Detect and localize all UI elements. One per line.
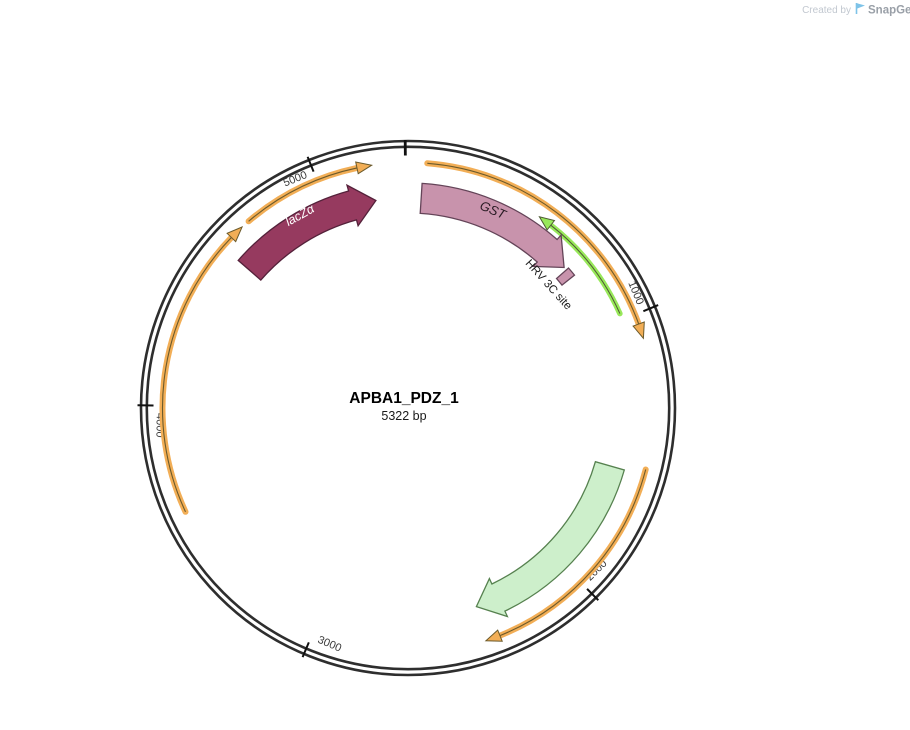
snapgene-logo-icon (855, 3, 865, 14)
feature-AmpR (475, 460, 626, 618)
credit-brand: SnapGene (868, 5, 910, 17)
credit-prefix: Created by (802, 5, 851, 16)
plasmid-size: 5322 bp (381, 409, 426, 423)
tick-mark (301, 641, 310, 658)
orf-arc-4 (159, 226, 244, 515)
snapgene-credit: Created by SnapGene (802, 3, 910, 17)
backbone-circle (139, 139, 677, 677)
orf-core-line (499, 469, 647, 637)
tick-label: 3000 (316, 634, 343, 655)
feature-shape-HRV-3C-site (555, 267, 576, 287)
insert-orf-arc (538, 216, 623, 317)
insert-orf-arrowhead (538, 216, 556, 231)
orf-band (159, 234, 235, 515)
feature-shape-GST (419, 182, 565, 269)
orf-arrowhead (484, 629, 503, 642)
orf-arrowhead (226, 226, 244, 243)
orf-arc-3 (484, 466, 649, 642)
orf-arc-1 (245, 161, 374, 225)
orf-core-line (161, 237, 232, 513)
insert-orf-core-line (550, 224, 621, 314)
feature-shape-AmpR (475, 460, 626, 618)
orf-arc-2 (424, 160, 645, 340)
orf-core-line (427, 162, 640, 325)
feature-lacZa: lacZα (237, 183, 377, 282)
backbone-outer-ring (139, 139, 677, 677)
feature-shape-lacZa (237, 183, 377, 282)
orf-arrowhead (355, 161, 374, 175)
feature-GST: GST (419, 182, 565, 269)
tick-mark (586, 588, 600, 601)
orf-core-line (248, 167, 358, 222)
backbone-inner-ring (145, 145, 671, 671)
orf-arrowhead (632, 321, 645, 340)
plasmid-title: APBA1_PDZ_1 (349, 390, 459, 407)
tick-mark (642, 304, 659, 313)
tick-mark (306, 156, 315, 173)
